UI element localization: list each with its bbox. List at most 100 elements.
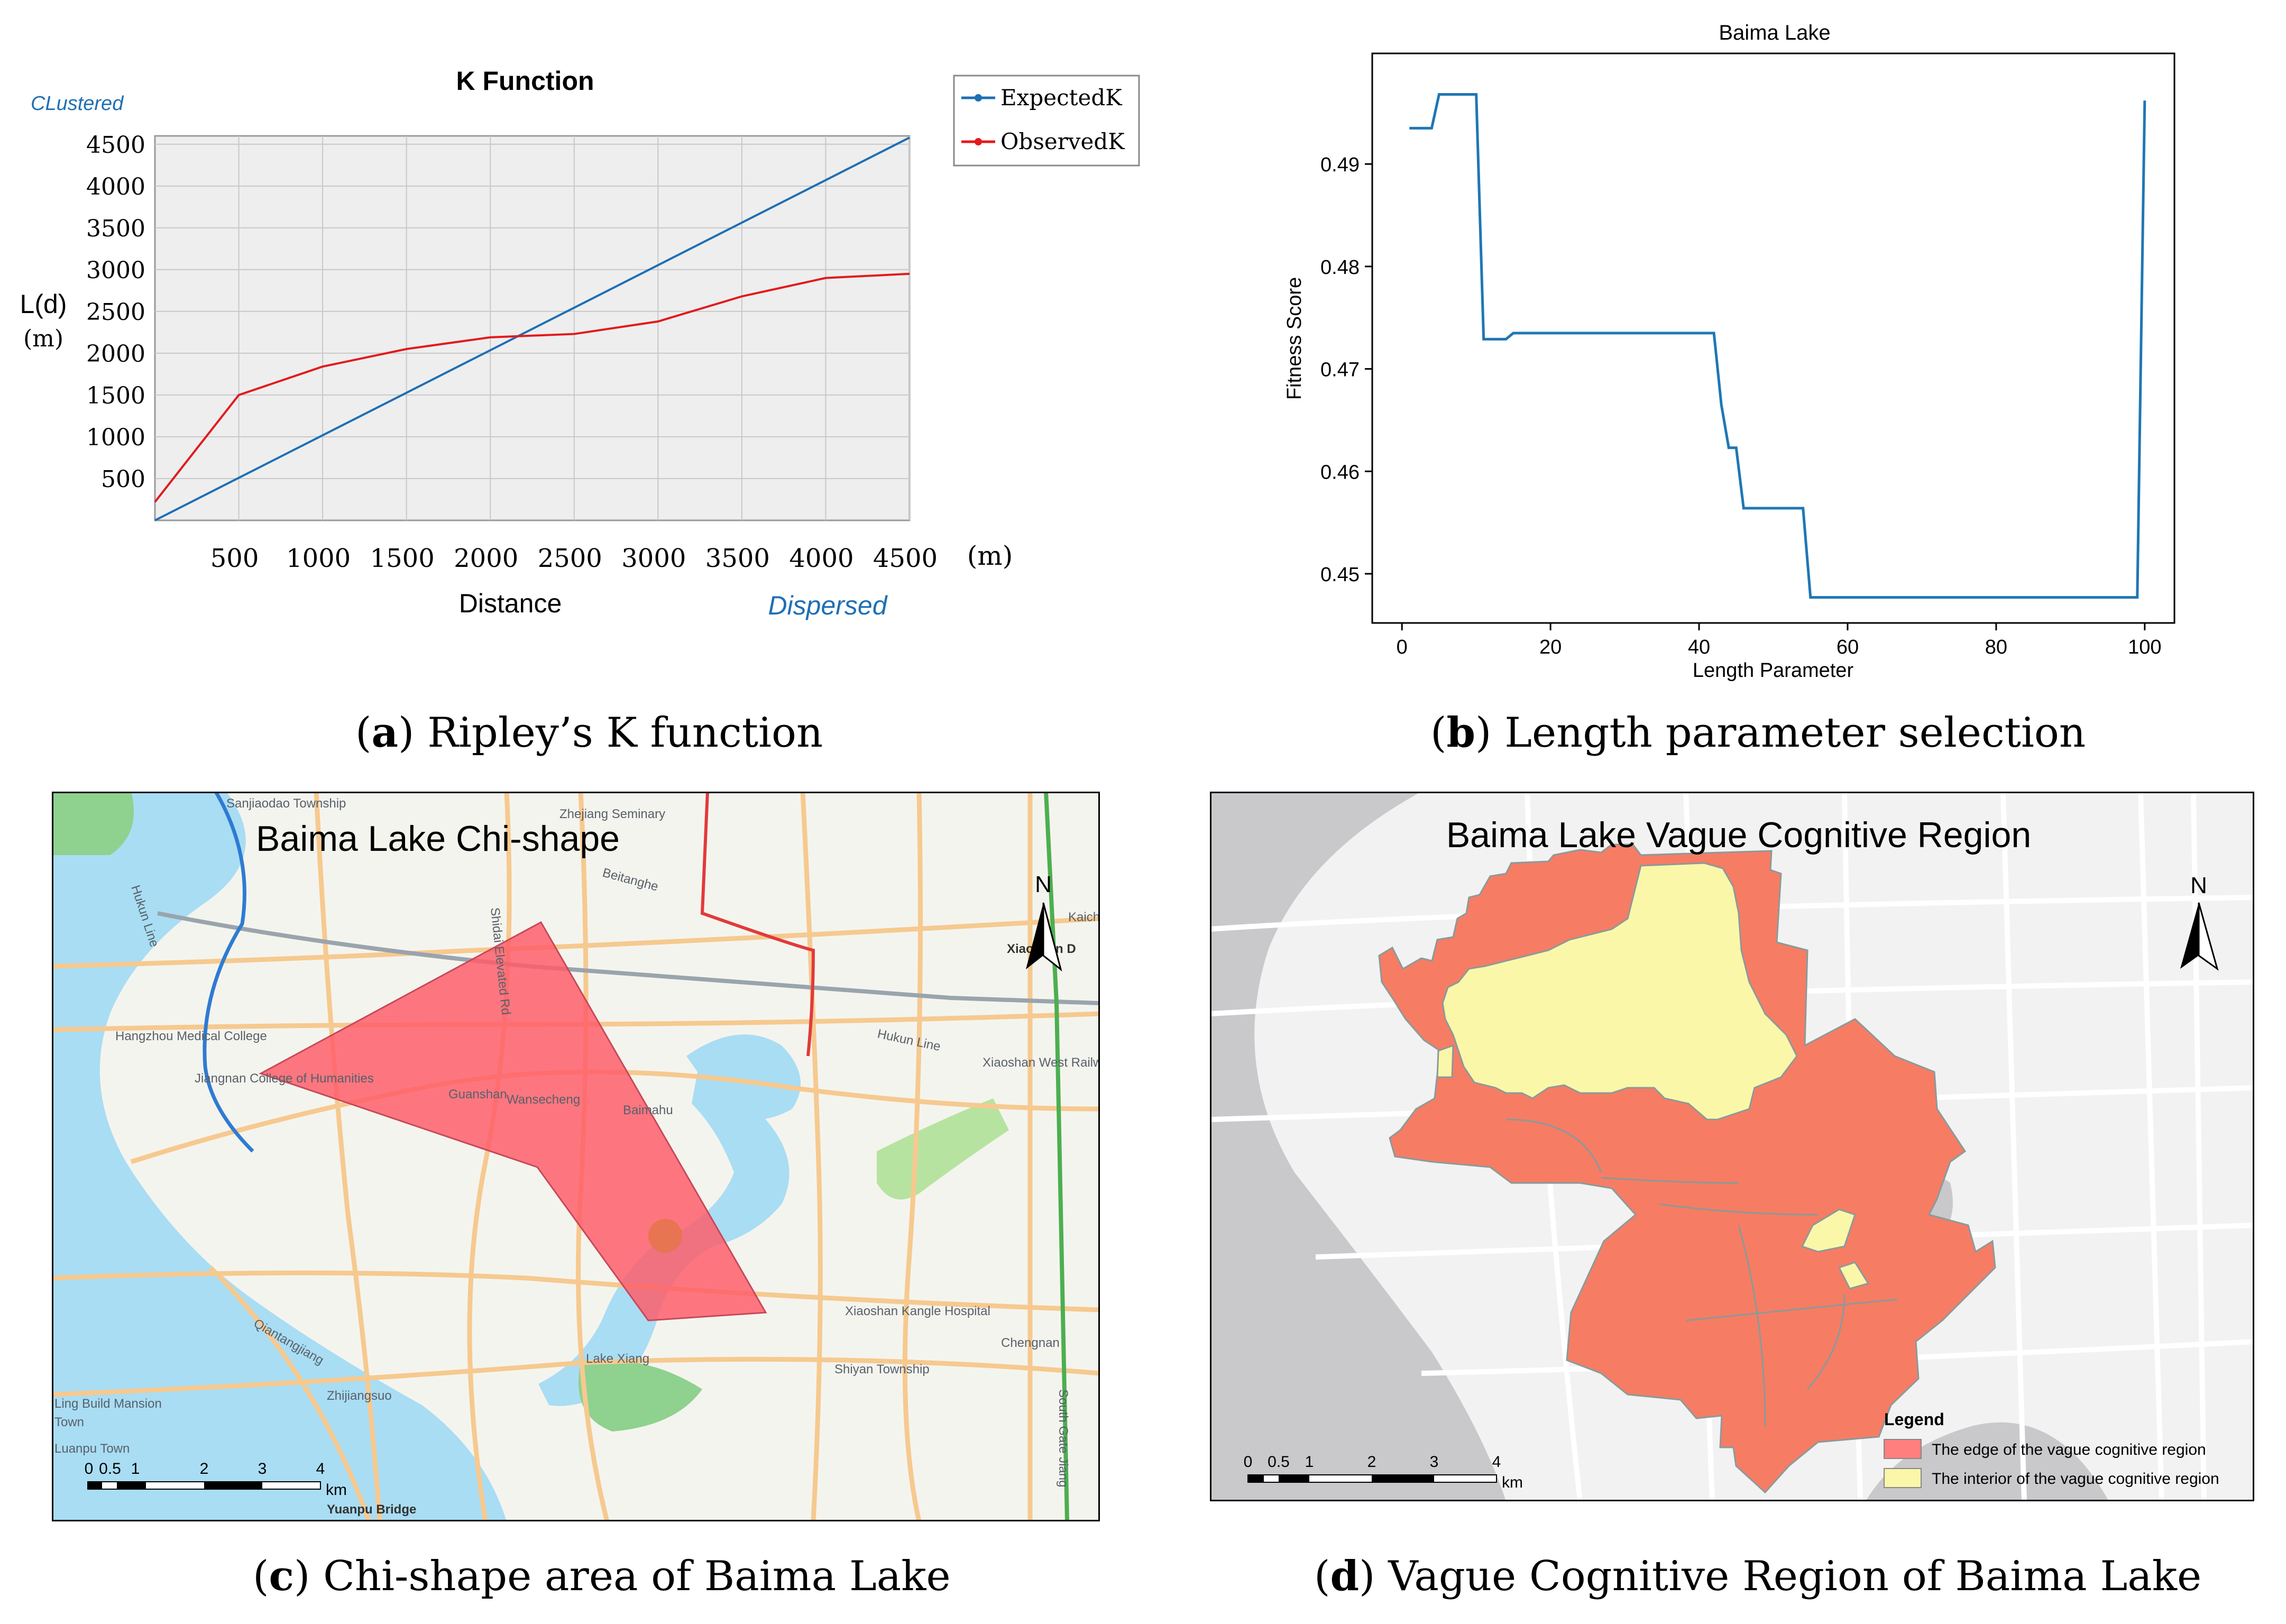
svg-text:3: 3 — [1430, 1453, 1439, 1471]
x-tick-labels: 500 1000 1500 2000 2500 3000 3500 4000 4500 — [210, 544, 938, 573]
legend-marker-expected — [975, 94, 982, 102]
y-tick-label: 4000 — [86, 173, 145, 200]
interior-region-west — [1436, 1044, 1454, 1078]
y-tick-label: 3000 — [86, 257, 145, 284]
y-axis-label: Fitness Score — [1283, 277, 1306, 400]
svg-text:Guanshan: Guanshan — [448, 1087, 507, 1102]
north-label: N — [2190, 873, 2207, 898]
map-frame — [1210, 792, 2254, 1501]
svg-text:Town: Town — [54, 1415, 84, 1429]
fitness-score-line — [1409, 93, 2146, 599]
svg-text:Luanpu Town: Luanpu Town — [54, 1442, 130, 1456]
legend-swatch-interior — [1884, 1468, 1922, 1488]
interior-region-small-2 — [1838, 1261, 1870, 1290]
y-tick-label: 0.45 — [1320, 564, 1360, 586]
svg-text:2: 2 — [200, 1460, 209, 1478]
svg-text:km: km — [326, 1481, 347, 1499]
svg-text:Zhijiangsuo: Zhijiangsuo — [327, 1389, 392, 1403]
x-tick-label: 1500 — [370, 544, 435, 573]
chart-title: Baima Lake — [1719, 21, 1830, 44]
svg-text:km: km — [1502, 1474, 1523, 1491]
north-label: N — [1035, 871, 1052, 897]
legend: ExpectedK ObservedK — [953, 75, 1140, 167]
north-arrow-icon — [1026, 903, 1043, 969]
map-title: Baima Lake Vague Cognitive Region — [1446, 815, 2031, 855]
caption-d: (d) Vague Cognitive Region of Baima Lake — [1314, 1552, 2202, 1600]
scale-bar: 0 0.5 1 2 3 4 km — [1244, 1453, 1523, 1491]
y-tick-label: 1500 — [86, 382, 145, 409]
x-tick-label: 4500 — [873, 544, 938, 573]
svg-text:Kaiche: Kaiche — [1068, 910, 1100, 924]
legend-label-edge: The edge of the vague cognitive region — [1932, 1441, 2206, 1458]
y-tick-label: 2000 — [86, 341, 145, 368]
svg-text:2: 2 — [1367, 1453, 1376, 1471]
x-tick-label: 500 — [210, 544, 259, 573]
svg-text:Hangzhou Medical College: Hangzhou Medical College — [115, 1029, 267, 1043]
svg-text:Lake Xiang: Lake Xiang — [586, 1352, 649, 1366]
region-internal-boundaries — [1505, 1118, 1898, 1427]
north-arrow: N — [2180, 873, 2219, 971]
y-tick-label: 0.49 — [1320, 154, 1360, 176]
y-axis-label: L(d) — [20, 289, 67, 319]
caption-c: (c) Chi-shape area of Baima Lake — [253, 1552, 951, 1600]
scale-bar: 0 0.5 1 2 3 4 km — [85, 1460, 347, 1499]
chart-title: K Function — [456, 66, 594, 96]
y-unit-label: (m) — [23, 325, 63, 352]
caption-a: (a) Ripley’s K function — [355, 709, 823, 757]
north-arrow: N — [1026, 871, 1062, 971]
y-tick-label: 2500 — [86, 299, 145, 326]
baima-lake-spot — [648, 1219, 682, 1253]
lake-channel — [538, 1045, 789, 1406]
y-ticks: 0.45 0.46 0.47 0.48 0.49 — [1320, 154, 1372, 586]
north-arrow-icon — [2180, 903, 2199, 969]
x-ticks: 0 20 40 60 80 100 — [1397, 623, 2162, 658]
y-tick-label: 1000 — [86, 424, 145, 451]
svg-text:Sanjiaodao Township: Sanjiaodao Township — [226, 796, 346, 811]
map-frame — [52, 792, 1100, 1521]
legend-label-observed: ObservedK — [1000, 129, 1125, 154]
svg-text:1: 1 — [1305, 1453, 1314, 1471]
svg-text:Yuanpu Bridge: Yuanpu Bridge — [327, 1502, 416, 1517]
svg-text:Ling Build Mansion: Ling Build Mansion — [54, 1397, 162, 1411]
green-area-lake — [579, 1360, 702, 1432]
svg-text:Zhejiang Seminary: Zhejiang Seminary — [559, 807, 665, 821]
length-parameter-chart: Baima Lake 0.45 0.46 0.47 0.48 0.49 0 20 40 60 8… — [1283, 21, 2175, 682]
river — [1210, 792, 1506, 1501]
chi-shape-polygon — [259, 921, 767, 1322]
interior-region — [1442, 862, 1798, 1121]
y-tick-label: 0.47 — [1320, 359, 1360, 381]
north-lake — [686, 1034, 801, 1120]
metro-green-line — [1044, 792, 1069, 1521]
caption-b: (b) Length parameter selection — [1430, 709, 2086, 757]
x-tick-label: 3000 — [621, 544, 686, 573]
svg-text:4: 4 — [1492, 1453, 1501, 1471]
svg-text:Xiaoshan Kangle Hospital: Xiaoshan Kangle Hospital — [845, 1304, 990, 1318]
vague-cognitive-region-map: Baima Lake Vague Cognitive Region N Lege… — [1210, 792, 2254, 1501]
x-tick-label: 1000 — [286, 544, 351, 573]
svg-text:0.5: 0.5 — [99, 1460, 121, 1478]
metro-blue-line — [203, 792, 254, 1153]
grid-lines — [155, 136, 910, 520]
green-area-east — [877, 1098, 1009, 1200]
svg-text:3: 3 — [258, 1460, 267, 1478]
svg-text:Shiyan Township: Shiyan Township — [834, 1362, 930, 1377]
svg-text:0: 0 — [1244, 1453, 1253, 1471]
svg-text:Baimahu: Baimahu — [623, 1103, 673, 1117]
legend: Legend The edge of the vague cognitive r… — [1884, 1410, 2219, 1488]
legend-marker-observed — [975, 138, 982, 145]
dispersed-annotation: Dispersed — [768, 591, 888, 620]
series-line-expectedk — [154, 136, 910, 521]
svg-text:0: 0 — [85, 1460, 94, 1478]
fitness-line — [1409, 93, 2146, 599]
legend-box — [953, 75, 1140, 167]
svg-text:Chengnan: Chengnan — [1001, 1336, 1060, 1350]
legend-label-expected: ExpectedK — [1000, 85, 1123, 111]
x-tick-label: 80 — [1985, 636, 2007, 658]
x-tick-label: 40 — [1688, 636, 1710, 658]
map-title: Baima Lake Chi-shape — [256, 819, 620, 859]
y-tick-label: 0.46 — [1320, 461, 1360, 483]
qiantang-river — [52, 792, 507, 1521]
x-tick-label: 4000 — [789, 544, 853, 573]
k-function-chart: K Function CLustered 500 1000 1500 2000 2500… — [20, 66, 1140, 620]
svg-text:0.5: 0.5 — [1268, 1453, 1290, 1471]
